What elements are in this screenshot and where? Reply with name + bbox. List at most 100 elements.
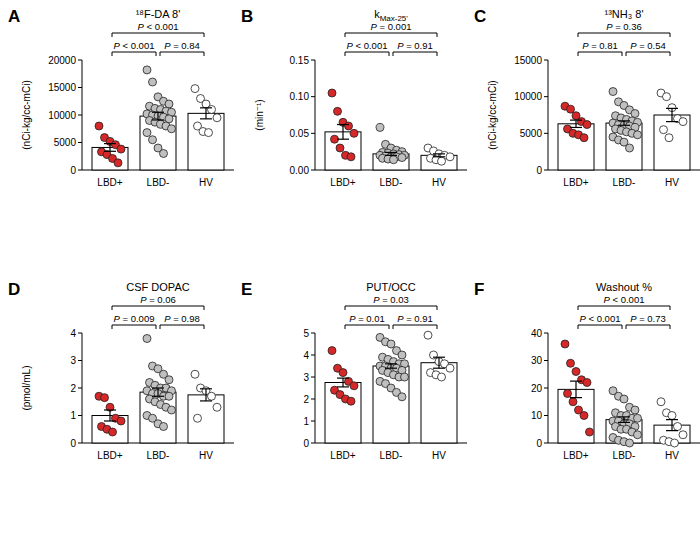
- point: [572, 368, 580, 376]
- error-bar: [104, 144, 116, 152]
- bar: [421, 363, 457, 443]
- p-value: P < 0.001: [114, 40, 155, 51]
- error-cap: [385, 152, 397, 153]
- bar: [606, 123, 642, 170]
- point: [345, 122, 353, 130]
- bar: [325, 383, 361, 444]
- point: [213, 114, 221, 122]
- y-axis-label: (nCi-kg/cc-mCi): [487, 80, 498, 149]
- y-tick: [311, 133, 315, 134]
- y-tick-label: 3: [303, 372, 309, 383]
- error-cap: [618, 416, 630, 417]
- panel: DCSF DOPAC(pmol/mL)01234LBD+LBD-HVP = 0.…: [8, 280, 234, 461]
- error-cap: [433, 153, 445, 154]
- error-cap: [200, 118, 212, 119]
- panel: EPUT/OCC012345LBD+LBD-HVP = 0.01P = 0.91…: [241, 280, 467, 461]
- point: [347, 153, 355, 161]
- p-value: P = 0.009: [114, 313, 155, 324]
- bar: [654, 115, 690, 170]
- p-value: P < 0.001: [604, 294, 645, 305]
- point: [109, 428, 117, 436]
- point: [438, 157, 446, 165]
- y-tick-label: 15000: [514, 55, 542, 66]
- title-main: PUT/OCC: [366, 281, 416, 293]
- error-cap: [104, 409, 116, 410]
- p-rest: < 0.001: [353, 40, 388, 51]
- bar: [140, 392, 176, 443]
- bracket: P = 0.84: [160, 40, 204, 56]
- marks: [558, 88, 690, 170]
- p-rest: = 0.91: [404, 40, 433, 51]
- y-tick-label: 40: [531, 328, 543, 339]
- category-label: LBD+: [330, 177, 355, 188]
- y-tick-label: 0.15: [290, 55, 310, 66]
- error-bar: [337, 378, 349, 387]
- error-cap: [337, 386, 349, 387]
- error-bar: [152, 388, 164, 396]
- y-tick-label: 10: [531, 410, 543, 421]
- bar: [188, 113, 224, 170]
- panel-label: D: [8, 280, 20, 299]
- point: [350, 382, 358, 390]
- y-tick: [311, 333, 315, 334]
- category-label: LBD-: [380, 450, 403, 461]
- bracket-line: [578, 52, 622, 56]
- error-cap: [433, 368, 445, 369]
- error-bar: [570, 381, 582, 398]
- title: ¹⁸F-DA 8': [136, 8, 181, 20]
- panel: A¹⁸F-DA 8'(nCi-kg/cc-mCi)050001000015000…: [8, 7, 234, 188]
- y-tick: [78, 415, 82, 416]
- bracket-line: [112, 33, 204, 37]
- y-tick-label: 10000: [48, 110, 76, 121]
- point: [95, 122, 103, 130]
- point: [213, 403, 221, 411]
- y-tick: [311, 355, 315, 356]
- bracket: P = 0.81: [578, 40, 622, 56]
- point: [390, 156, 398, 164]
- title: ¹³NH₃ 8': [605, 8, 644, 20]
- error-cap: [200, 400, 212, 401]
- bracket: P = 0.01: [345, 313, 389, 329]
- y-tick-label: 10000: [514, 91, 542, 102]
- y-axis: [82, 60, 83, 170]
- error-bar: [433, 357, 445, 368]
- y-tick: [78, 115, 82, 116]
- point: [634, 431, 642, 439]
- p-rest: = 0.06: [147, 294, 176, 305]
- p-rest: = 0.84: [171, 40, 200, 51]
- error-bar: [666, 108, 678, 121]
- title-main: Washout %: [596, 281, 652, 293]
- error-cap: [385, 155, 397, 156]
- bar: [373, 366, 409, 443]
- y-tick: [544, 170, 548, 171]
- point: [350, 129, 358, 137]
- bracket-line: [160, 325, 204, 329]
- bracket: P < 0.001: [112, 40, 156, 56]
- error-stem: [342, 378, 343, 387]
- point: [191, 370, 199, 378]
- bar: [558, 124, 594, 170]
- p-rest: = 0.01: [356, 313, 385, 324]
- point: [143, 66, 151, 74]
- point: [569, 398, 577, 406]
- y-tick: [544, 333, 548, 334]
- point: [194, 414, 202, 422]
- error-stem: [671, 420, 672, 431]
- p-rest: < 0.001: [610, 294, 645, 305]
- point: [117, 417, 125, 425]
- point: [671, 439, 679, 447]
- point: [101, 394, 109, 402]
- marks: [325, 89, 457, 170]
- bracket-line: [393, 325, 437, 329]
- point: [165, 376, 173, 384]
- error-cap: [570, 120, 582, 121]
- panel: FWashout %010203040LBD+LBD-HVP < 0.001P …: [474, 280, 700, 461]
- point: [580, 412, 588, 420]
- error-bar: [385, 364, 397, 368]
- y-axis: [548, 60, 549, 170]
- y-tick-label: 5: [303, 328, 309, 339]
- p-value: P = 0.73: [630, 313, 666, 324]
- point: [561, 340, 569, 348]
- y-axis-label: (min⁻¹): [254, 99, 265, 130]
- bracket-line: [626, 52, 670, 56]
